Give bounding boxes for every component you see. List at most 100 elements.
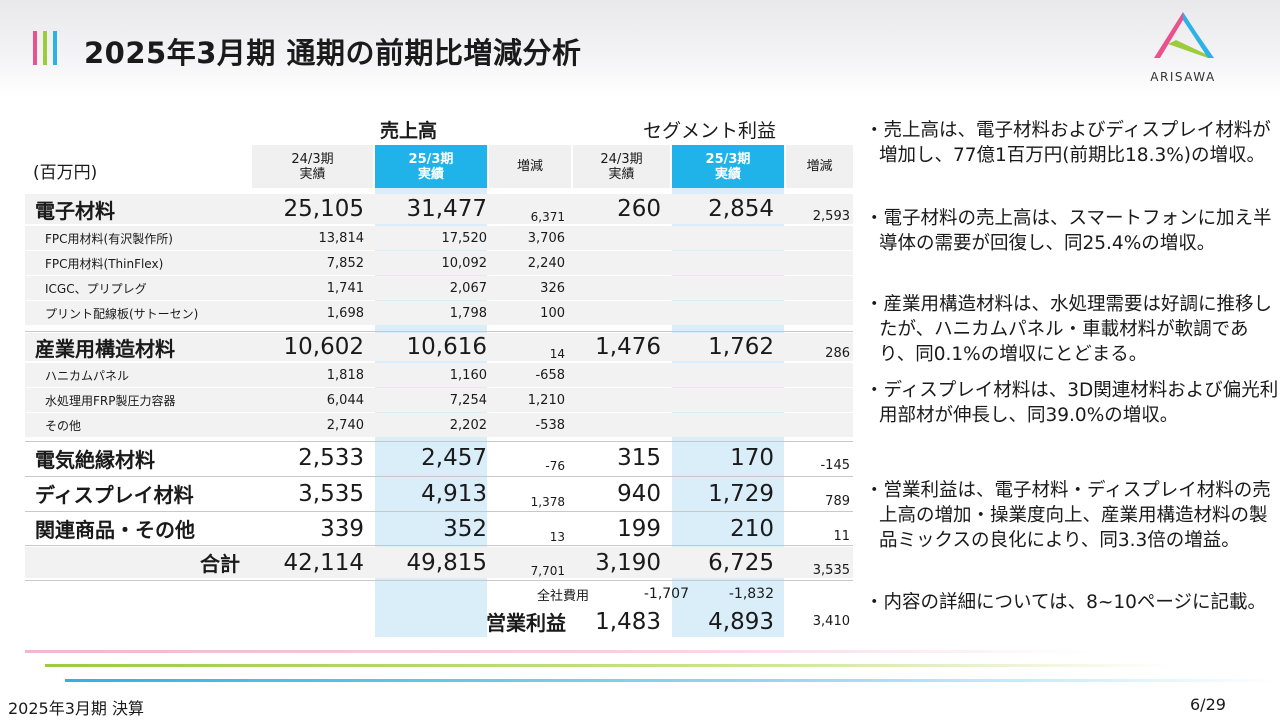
sales-prev-value: 6,044	[326, 392, 364, 408]
sales-diff-value: 3,706	[527, 230, 565, 246]
sales-prev-value: 1,818	[326, 367, 364, 383]
row-label: プリント配線板(サトーセン)	[45, 306, 199, 321]
operating-profit-prev: 1,483	[595, 608, 661, 635]
operating-profit-row: 営業利益 1,483 4,893 3,410	[25, 606, 853, 637]
row-label: その他	[45, 418, 82, 433]
footer-line-pink	[25, 650, 1095, 653]
sales-prev-value: 3,535	[298, 480, 364, 507]
sales-diff-header: 増減	[489, 145, 571, 188]
row-label: 合計	[200, 552, 240, 576]
row-divider	[25, 331, 853, 332]
profit-prev-value: 940	[617, 480, 661, 507]
table-row: ハニカムパネル 1,818 1,160 -658	[25, 363, 853, 387]
note-5: ・営業利益は、電子材料・ディスプレイ材料の売上高の増加・操業度向上、産業用構造材…	[865, 480, 1271, 551]
note-1: ・売上高は、電子材料およびディスプレイ材料が増加し、77億1百万円(前期比18.…	[865, 120, 1271, 166]
note-3: ・産業用構造材料は、水処理需要は好調に推移したが、ハニカムパネル・車載材料が軟調…	[865, 294, 1273, 365]
sales-diff-value: -538	[535, 417, 565, 433]
sales-diff-value: 1,210	[527, 392, 565, 408]
operating-profit-diff: 3,410	[812, 614, 850, 629]
sales-prev-value: 1,741	[326, 280, 364, 296]
sales-prev-value: 1,698	[326, 305, 364, 321]
sales-curr-value: 31,477	[406, 196, 487, 222]
sales-diff-value: 6,371	[530, 210, 565, 224]
corporate-expense-prev: -1,707	[643, 586, 689, 602]
row-label: FPC用材料(ThinFlex)	[45, 256, 164, 271]
page-title: 2025年3月期 通期の前期比増減分析	[84, 36, 582, 70]
profit-diff-header: 増減	[786, 145, 853, 188]
sales-curr-value: 10,092	[441, 255, 488, 271]
table-row: 合計 42,114 49,815 7,701 3,190 6,725 3,535	[25, 547, 853, 578]
row-label: ハニカムパネル	[45, 368, 130, 383]
profit-curr-value: 1,762	[708, 334, 774, 360]
sales-prev-value: 2,533	[298, 445, 364, 471]
row-divider	[25, 545, 853, 546]
sales-group-title: 売上高	[380, 120, 438, 142]
sales-curr-value: 4,913	[421, 480, 487, 507]
row-divider	[25, 580, 853, 581]
profit-diff-value: 789	[825, 494, 850, 509]
profit-prev-header: 24/3期 実績	[573, 145, 670, 188]
logo-text: ARISAWA	[1150, 70, 1216, 84]
table-row: 電子材料 25,105 31,477 6,371 260 2,854 2,593	[25, 194, 853, 224]
sales-diff-value: 13	[549, 530, 565, 544]
sales-curr-value: 2,067	[449, 280, 487, 296]
table-row: ICGC、プリプレグ 1,741 2,067 326	[25, 276, 853, 300]
page-number: 6/29	[1190, 695, 1226, 714]
sales-curr-value: 1,160	[449, 367, 487, 383]
profit-diff-value: 3,535	[812, 563, 850, 578]
profit-curr-header: 25/3期 実績	[672, 145, 784, 188]
sales-prev-header: 24/3期 実績	[252, 145, 373, 188]
sales-curr-value: 49,815	[406, 549, 487, 576]
profit-group-title: セグメント利益	[643, 120, 777, 142]
row-label: 関連商品・その他	[35, 518, 195, 542]
profit-curr-value: 170	[730, 445, 774, 471]
table-row: FPC用材料(ThinFlex) 7,852 10,092 2,240	[25, 251, 853, 275]
sales-prev-value: 339	[320, 515, 364, 542]
sales-prev-value: 13,814	[318, 230, 365, 246]
sales-curr-value: 2,202	[449, 417, 487, 433]
note-2: ・電子材料の売上高は、スマートフォンに加え半導体の需要が回復し、同25.4%の増…	[865, 208, 1272, 254]
sales-curr-value: 10,616	[406, 334, 487, 360]
row-divider	[25, 441, 853, 442]
row-label: ディスプレイ材料	[35, 483, 194, 507]
profit-diff-value: 2,593	[812, 209, 850, 224]
arisawa-logo: ARISAWA	[1138, 10, 1228, 90]
sales-diff-value: 2,240	[527, 255, 565, 271]
row-label: ICGC、プリプレグ	[45, 281, 147, 296]
row-label: 産業用構造材料	[35, 336, 175, 361]
footer-doc-title: 2025年3月期 決算	[8, 699, 144, 718]
profit-diff-value: -145	[820, 458, 850, 473]
sales-diff-value: -658	[535, 367, 565, 383]
sales-curr-value: 17,520	[441, 230, 488, 246]
table-row: ディスプレイ材料 3,535 4,913 1,378 940 1,729 789	[25, 478, 853, 510]
profit-prev-value: 260	[617, 196, 661, 222]
sales-diff-value: 7,701	[530, 564, 565, 578]
profit-curr-value: 6,725	[708, 549, 774, 576]
profit-curr-value: 2,854	[708, 196, 774, 222]
profit-prev-value: 3,190	[595, 549, 661, 576]
note-6: ・内容の詳細については、8~10ページに記載。	[865, 592, 1267, 613]
table-row: 産業用構造材料 10,602 10,616 14 1,476 1,762 286	[25, 333, 853, 361]
row-label: 水処理用FRP製圧力容器	[45, 393, 176, 408]
sales-diff-value: -76	[545, 459, 565, 473]
corporate-expense-curr: -1,832	[728, 586, 774, 602]
profit-prev-value: 315	[617, 445, 661, 471]
sales-diff-value: 100	[540, 305, 565, 321]
profit-curr-value: 210	[730, 515, 774, 542]
row-label: 電気絶縁材料	[35, 447, 155, 472]
sales-prev-value: 10,602	[283, 334, 364, 360]
header-band	[0, 0, 1280, 98]
profit-curr-value: 1,729	[708, 480, 774, 507]
profit-prev-value: 199	[617, 515, 661, 542]
sales-curr-header: 25/3期 実績	[375, 145, 487, 188]
sales-diff-value: 14	[549, 347, 565, 361]
operating-profit-label: 営業利益	[486, 611, 566, 635]
sales-prev-value: 7,852	[326, 255, 364, 271]
corporate-expense-label: 全社費用	[536, 588, 589, 604]
sales-diff-value: 326	[540, 280, 565, 296]
table-row: プリント配線板(サトーセン) 1,698 1,798 100	[25, 301, 853, 325]
table-row: 水処理用FRP製圧力容器 6,044 7,254 1,210	[25, 388, 853, 412]
corporate-expense-row: 全社費用 -1,707 -1,832	[25, 582, 853, 606]
sales-prev-value: 2,740	[326, 417, 364, 433]
sales-curr-value: 1,798	[449, 305, 487, 321]
